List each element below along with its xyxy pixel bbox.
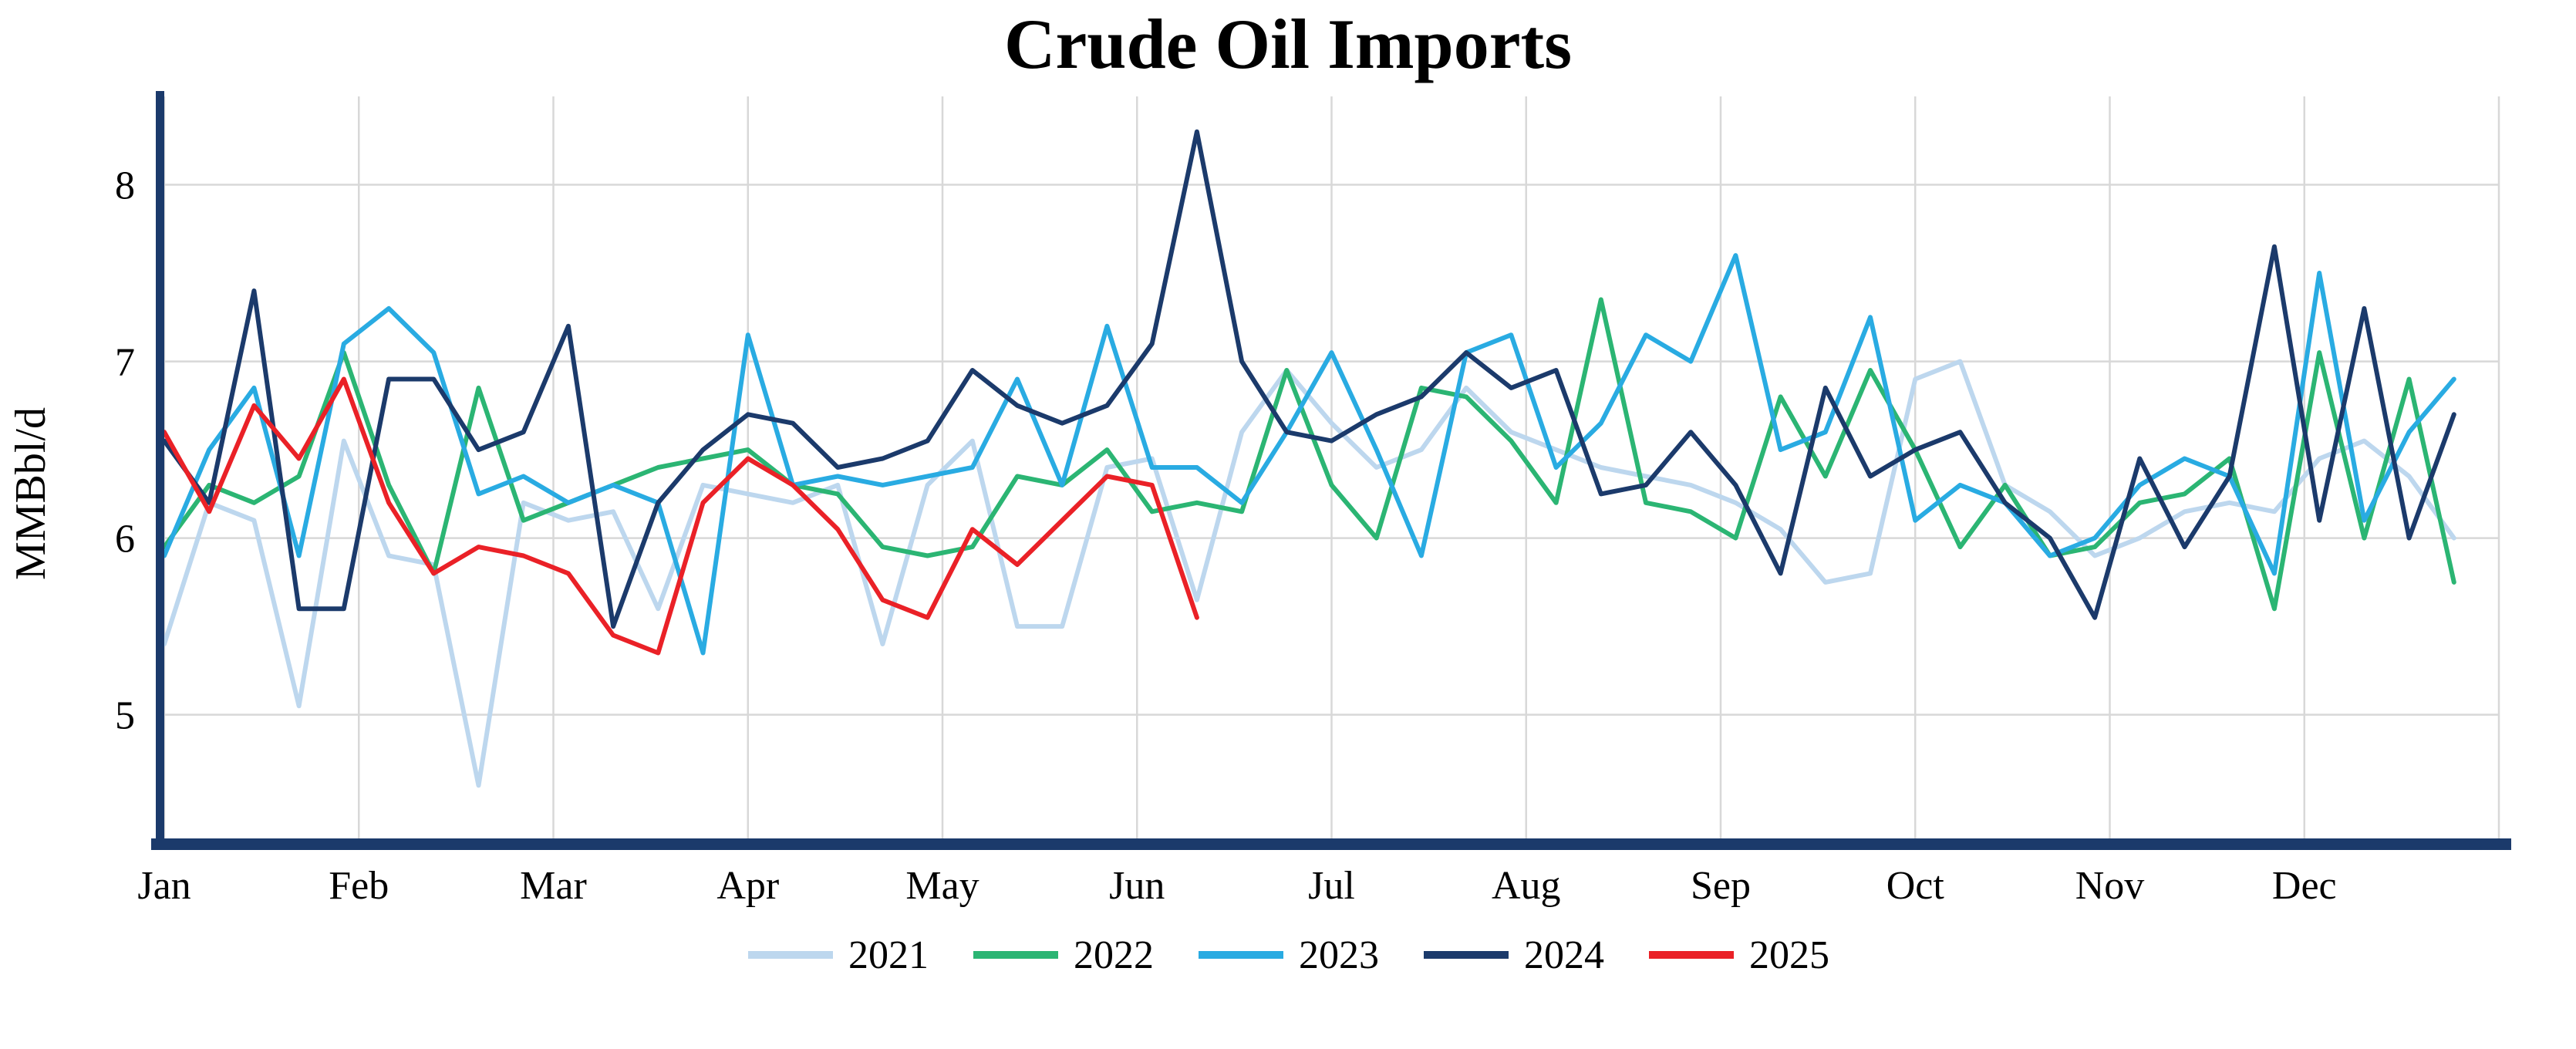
- x-tick-label-mar: Mar: [520, 864, 587, 908]
- x-tick-label-oct: Oct: [1886, 864, 1945, 908]
- x-tick-label-may: May: [905, 864, 979, 908]
- legend-label-2023: 2023: [1299, 933, 1379, 977]
- legend-label-2021: 2021: [848, 933, 929, 977]
- legend-item-2024: 2024: [1424, 933, 1604, 977]
- x-tick-label-jun: Jun: [1109, 864, 1165, 908]
- x-tick-label-jan: Jan: [137, 864, 191, 908]
- y-tick-label-6: 6: [115, 518, 135, 562]
- legend-label-2025: 2025: [1749, 933, 1829, 977]
- y-tick-label-8: 8: [115, 164, 135, 208]
- x-tick-label-jul: Jul: [1308, 864, 1355, 908]
- x-tick-label-sep: Sep: [1691, 864, 1751, 908]
- legend: 2021 2022 2023 2024 2025: [748, 933, 1829, 977]
- x-tick-label-apr: Apr: [716, 864, 779, 908]
- series-line-2024: [162, 129, 2456, 629]
- left-axis-spine: [156, 91, 164, 838]
- series-line-2022: [162, 297, 2456, 612]
- legend-label-2022: 2022: [1074, 933, 1154, 977]
- data-series-lines: [162, 129, 2456, 788]
- chart-title: Crude Oil Imports: [1004, 5, 1572, 83]
- series-line-2025: [162, 376, 1199, 656]
- x-tick-label-aug: Aug: [1492, 864, 1561, 908]
- gridlines: [163, 96, 2500, 838]
- x-tick-labels: Jan Feb Mar Apr May Jun Jul Aug Sep Oct Nov Dec: [137, 864, 2336, 908]
- legend-item-2025: 2025: [1649, 933, 1829, 977]
- series-line-2023: [162, 253, 2456, 656]
- y-tick-labels: 5 6 7 8: [115, 164, 135, 738]
- x-tick-label-feb: Feb: [329, 864, 389, 908]
- legend-item-2023: 2023: [1199, 933, 1379, 977]
- bottom-axis-spine: [151, 838, 2511, 850]
- legend-label-2024: 2024: [1524, 933, 1604, 977]
- x-tick-label-dec: Dec: [2272, 864, 2337, 908]
- legend-item-2021: 2021: [748, 933, 929, 977]
- y-axis-label: MMBbl/d: [7, 407, 55, 580]
- y-tick-label-5: 5: [115, 694, 135, 738]
- axis-spines: [151, 91, 2511, 850]
- legend-item-2022: 2022: [973, 933, 1154, 977]
- y-tick-label-7: 7: [115, 341, 135, 385]
- x-tick-label-nov: Nov: [2075, 864, 2145, 908]
